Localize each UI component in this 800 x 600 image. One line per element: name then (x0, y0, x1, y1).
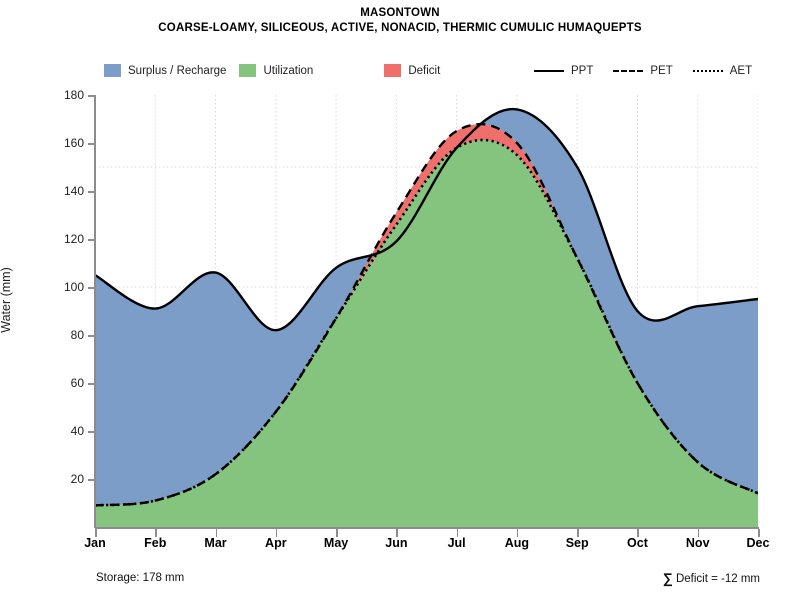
x-tick-mark (637, 529, 639, 537)
x-tick-mark (516, 529, 519, 537)
x-tick-label-may: May (323, 536, 349, 550)
x-tick-label-jun: Jun (385, 536, 408, 550)
chart-title-block: MASONTOWN COARSE-LOAMY, SILICEOUS, ACTIV… (0, 6, 800, 36)
y-tick-mark (88, 239, 95, 241)
chart-legend: Surplus / Recharge Utilization Deficit P… (0, 64, 800, 88)
dotted-line-icon (692, 64, 723, 77)
legend-label-aet: AET (729, 64, 753, 77)
y-tick-label: 180 (63, 88, 84, 102)
x-tick-label-aug: Aug (504, 536, 530, 550)
plot-area (95, 95, 758, 527)
x-tick-mark (275, 529, 278, 537)
y-tick-mark (88, 335, 95, 337)
legend-label-pet: PET (650, 64, 673, 77)
storage-annotation: Storage: 178 mm (96, 572, 185, 584)
legend-fill-group: Surplus / Recharge Utilization Deficit (104, 64, 440, 77)
deficit-sum-text: Deficit = -12 mm (675, 573, 760, 585)
x-tick-mark (215, 529, 218, 537)
chart-canvas (95, 95, 758, 527)
utilization-swatch-icon (239, 64, 257, 77)
surplus-recharge-area (95, 109, 758, 506)
page-title: MASONTOWN (360, 7, 440, 19)
legend-label-surplus: Surplus / Recharge (128, 64, 227, 77)
dashed-line-icon (613, 64, 644, 77)
legend-label-ppt: PPT (571, 64, 594, 77)
utilization-area-overlay (95, 139, 758, 527)
y-tick-label: 80 (70, 328, 84, 342)
page-subtitle: COARSE-LOAMY, SILICEOUS, ACTIVE, NONACID… (158, 22, 642, 34)
y-tick-mark (88, 95, 95, 97)
x-tick-label-jan: Jan (84, 536, 106, 550)
y-tick-mark (88, 143, 95, 145)
ppt-curve (95, 107, 758, 332)
y-tick-label: 20 (70, 472, 84, 486)
x-tick-mark (155, 529, 157, 537)
y-tick-label: 140 (63, 184, 84, 198)
x-tick-mark (95, 529, 97, 537)
legend-item-deficit[interactable]: Deficit (384, 64, 440, 77)
y-tick-label: 120 (63, 232, 84, 246)
aet-curve (95, 138, 758, 507)
x-tick-label-dec: Dec (746, 536, 770, 550)
x-tick-mark (758, 529, 760, 537)
y-tick-label: 100 (63, 280, 84, 294)
y-axis-title: Water (mm) (0, 267, 13, 333)
deficit-swatch-icon (384, 64, 402, 77)
y-tick-label: 60 (70, 376, 84, 390)
x-tick-label-apr: Apr (265, 536, 287, 550)
y-tick-mark (88, 479, 95, 481)
x-tick-mark (396, 529, 398, 537)
x-tick-mark (697, 529, 700, 537)
x-tick-label-nov: Nov (685, 536, 710, 550)
y-tick-label: 160 (63, 136, 84, 150)
y-tick-mark (88, 287, 95, 289)
x-tick-mark (456, 529, 459, 537)
x-tick-mark (336, 529, 338, 537)
y-axis-line (94, 95, 96, 528)
legend-item-ppt[interactable]: PPT (534, 64, 593, 77)
y-tick-mark (88, 431, 95, 433)
x-axis-line (95, 527, 759, 529)
legend-item-aet[interactable]: AET (692, 64, 753, 77)
legend-item-surplus[interactable]: Surplus / Recharge (104, 64, 226, 77)
solid-line-icon (534, 64, 564, 77)
legend-item-utilization[interactable]: Utilization (239, 64, 313, 77)
x-tick-label-oct: Oct (627, 536, 648, 550)
deficit-sum-annotation: ∑ Deficit = -12 mm (663, 570, 760, 586)
legend-line-group: PPT PET AET (534, 64, 752, 77)
legend-label-deficit: Deficit (408, 64, 441, 77)
surplus-swatch-icon (104, 64, 121, 77)
x-tick-mark (577, 529, 579, 537)
x-tick-label-jul: Jul (447, 536, 466, 550)
y-tick-label: 40 (70, 424, 84, 438)
legend-label-utilization: Utilization (263, 64, 314, 77)
x-tick-label-feb: Feb (144, 536, 167, 550)
x-tick-label-mar: Mar (204, 536, 227, 550)
legend-item-pet[interactable]: PET (613, 64, 673, 77)
x-tick-label-sep: Sep (565, 536, 589, 550)
y-tick-mark (88, 191, 95, 193)
sigma-icon: ∑ (662, 570, 673, 586)
y-tick-mark (88, 383, 95, 385)
